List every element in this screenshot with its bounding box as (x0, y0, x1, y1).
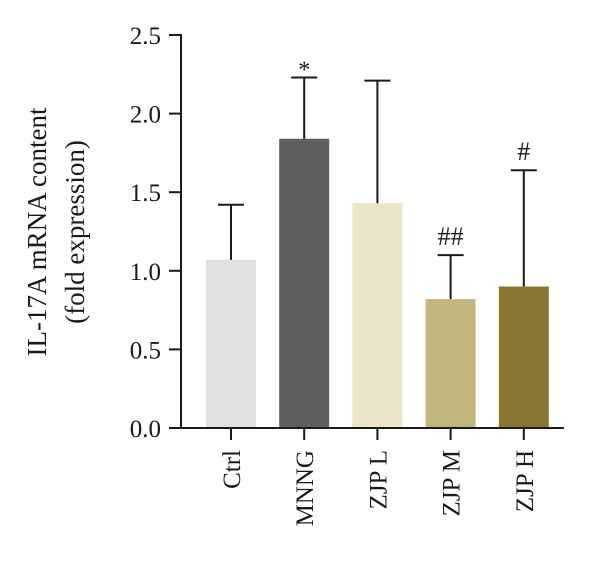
x-category-label: ZJP H (512, 450, 539, 512)
significance-markers: *### (298, 57, 530, 251)
y-axis: 0.0 0.5 1.0 1.5 2.0 2.5 (130, 23, 182, 443)
x-category-label: ZJP M (439, 450, 466, 516)
bar (279, 138, 330, 428)
bar (206, 259, 256, 428)
y-tick-label: 2.5 (130, 23, 161, 50)
y-tick-label: 1.5 (130, 180, 161, 207)
y-axis-title-line-1: IL-17A mRNA content (22, 107, 52, 356)
x-category-label: MNNG (292, 450, 319, 526)
y-tick-label: 0.0 (130, 416, 161, 443)
y-tick-label: 2.0 (130, 102, 161, 129)
error-bars (218, 76, 537, 300)
bars (206, 138, 549, 428)
x-category-label: Ctrl (219, 450, 246, 489)
bar (425, 299, 476, 428)
x-axis: Ctrl MNNG ZJP L ZJP M ZJP H (180, 427, 564, 526)
bar (352, 203, 403, 428)
significance-marker: # (517, 137, 530, 166)
y-tick-label: 1.0 (130, 259, 161, 286)
y-axis-title-line-2: (fold expression) (60, 140, 90, 324)
bar (498, 286, 549, 428)
y-axis-title: IL-17A mRNA content (fold expression) (22, 107, 90, 356)
significance-marker: ## (438, 222, 464, 251)
x-category-label: ZJP L (365, 450, 392, 510)
y-tick-label: 0.5 (130, 337, 161, 364)
significance-marker: * (298, 57, 310, 83)
